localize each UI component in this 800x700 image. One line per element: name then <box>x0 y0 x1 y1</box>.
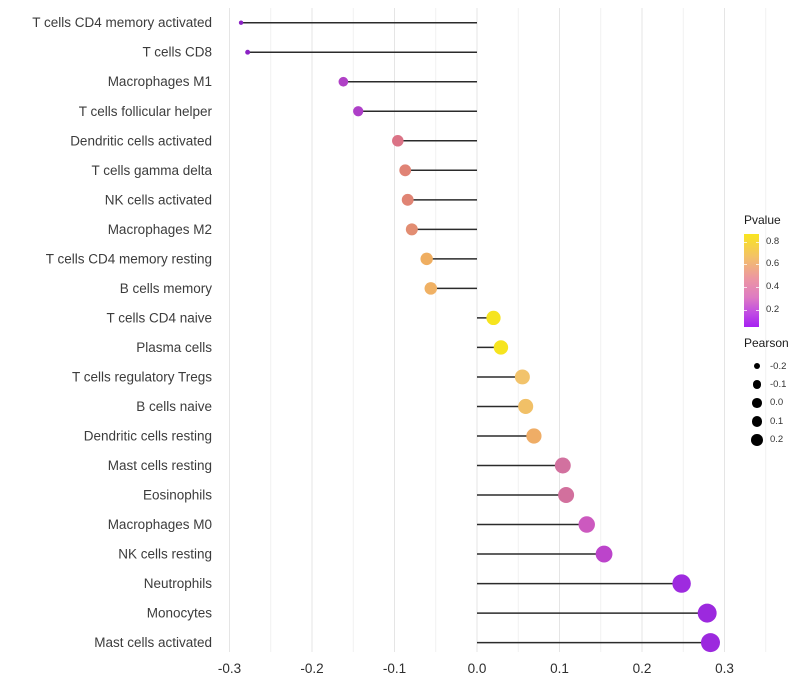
x-axis-tick-label: -0.2 <box>300 661 323 676</box>
pearson-legend-entry: 0.2 <box>744 431 800 449</box>
lollipop-dot <box>514 369 530 385</box>
lollipop-dot <box>672 574 691 593</box>
pearson-legend-dot-col <box>744 398 770 408</box>
x-axis-tick-label: -0.3 <box>218 661 241 676</box>
y-axis-label: T cells CD8 <box>142 45 212 60</box>
pearson-legend-label: -0.2 <box>770 360 787 372</box>
lollipop-dot <box>353 106 364 117</box>
pearson-legend-label: 0.1 <box>770 415 784 427</box>
pearson-legend-dot-col <box>744 362 770 370</box>
pearson-legend-entry: -0.1 <box>744 375 800 393</box>
lollipop-dot <box>526 428 542 444</box>
x-axis-tick-label: 0.2 <box>633 661 652 676</box>
lollipop-dot <box>493 340 509 355</box>
y-axis-label: B cells memory <box>120 281 213 296</box>
lollipop-dot <box>424 282 438 295</box>
lollipop-dot <box>518 398 534 414</box>
pearson-legend-entry: -0.2 <box>744 357 800 375</box>
lollipop-dot <box>700 633 720 653</box>
pearson-legend-dot <box>752 398 762 408</box>
y-axis-label: Dendritic cells resting <box>84 428 212 443</box>
lollipop-dot <box>238 20 244 25</box>
y-axis-label: T cells CD4 naive <box>106 310 212 325</box>
y-axis-label: Dendritic cells activated <box>70 133 212 148</box>
lollipop-dot <box>697 603 717 623</box>
lollipop-dot <box>392 135 404 147</box>
pvalue-tick-mark <box>744 241 747 243</box>
pvalue-tick-label: 0.6 <box>766 258 780 270</box>
pvalue-tick-label: 0.8 <box>766 235 780 247</box>
lollipop-dot <box>554 457 571 474</box>
lollipop-dot <box>486 310 501 326</box>
lollipop-dot <box>338 76 349 87</box>
y-axis-label: Monocytes <box>147 606 213 621</box>
pearson-size-legend: Pearson -0.2 -0.1 0.0 0.1 0.2 <box>744 336 800 449</box>
pearson-legend-dot <box>751 433 763 446</box>
pvalue-tick-mark <box>744 287 747 288</box>
lollipop-dot <box>558 487 575 504</box>
pearson-legend-label: 0.2 <box>770 434 784 446</box>
pvalue-gradient-bar-wrap: 0.8 0.6 0.4 0.2 <box>744 234 800 327</box>
y-axis-label: T cells CD4 memory resting <box>46 251 212 266</box>
y-axis-label: T cells follicular helper <box>79 104 213 119</box>
pearson-legend-entry: 0.1 <box>744 412 800 430</box>
pearson-legend-title: Pearson <box>744 336 789 350</box>
pvalue-tick-mark <box>744 264 747 266</box>
y-axis-label: NK cells resting <box>118 547 212 562</box>
y-axis-label: Macrophages M2 <box>108 222 212 237</box>
pvalue-tick-mark <box>756 309 759 311</box>
pvalue-tick-mark <box>756 264 759 266</box>
pvalue-tick-mark <box>756 287 759 288</box>
pearson-legend-dot-col <box>744 380 770 389</box>
y-axis-label: Plasma cells <box>136 340 212 355</box>
lollipop-dot <box>420 252 433 266</box>
pvalue-tick-label: 0.2 <box>766 303 780 315</box>
lollipop-dot <box>578 516 595 533</box>
pearson-legend-entry: 0.0 <box>744 394 800 412</box>
pearson-legend-dot <box>752 380 762 389</box>
lollipop-dot <box>405 223 418 236</box>
x-axis-tick-label: 0.0 <box>468 661 487 676</box>
y-axis-label: Macrophages M0 <box>108 517 212 532</box>
x-axis-tick-label: 0.3 <box>715 661 734 676</box>
y-axis-label: Neutrophils <box>144 576 213 591</box>
pearson-legend-dot-col <box>744 416 770 427</box>
y-axis-label: B cells naive <box>136 399 212 414</box>
pvalue-tick-mark <box>744 309 747 311</box>
pearson-legend-dot <box>753 362 761 370</box>
y-axis-label: T cells regulatory Tregs <box>72 369 212 384</box>
pearson-legend-dot-col <box>744 433 770 446</box>
y-axis-label: T cells CD4 memory activated <box>32 15 212 30</box>
lollipop-dot <box>245 49 251 55</box>
y-axis-label: NK cells activated <box>105 192 212 207</box>
pvalue-legend: Pvalue 0.8 0.6 0.4 0.2 <box>744 213 800 327</box>
y-axis-label: Macrophages M1 <box>108 74 212 89</box>
pearson-legend-rows: -0.2 -0.1 0.0 0.1 0.2 <box>744 357 800 449</box>
y-axis-label: Mast cells activated <box>94 635 212 650</box>
pvalue-gradient-bar: 0.8 0.6 0.4 0.2 <box>744 234 779 327</box>
lollipop-dot <box>595 545 613 563</box>
pearson-legend-label: -0.1 <box>770 379 787 391</box>
y-axis-label: Mast cells resting <box>108 458 212 473</box>
pvalue-tick-label: 0.4 <box>766 281 780 292</box>
lollipop-dot <box>401 193 414 206</box>
pearson-legend-label: 0.0 <box>770 397 784 409</box>
pvalue-tick-mark <box>756 241 759 243</box>
lollipop-dot <box>399 164 412 177</box>
y-axis-label: T cells gamma delta <box>91 163 212 178</box>
x-axis-tick-label: 0.1 <box>550 661 569 676</box>
x-axis-tick-label: -0.1 <box>383 661 406 676</box>
y-axis-label: Eosinophils <box>143 488 212 503</box>
pvalue-legend-title: Pvalue <box>744 213 781 227</box>
pearson-legend-dot <box>751 416 763 427</box>
